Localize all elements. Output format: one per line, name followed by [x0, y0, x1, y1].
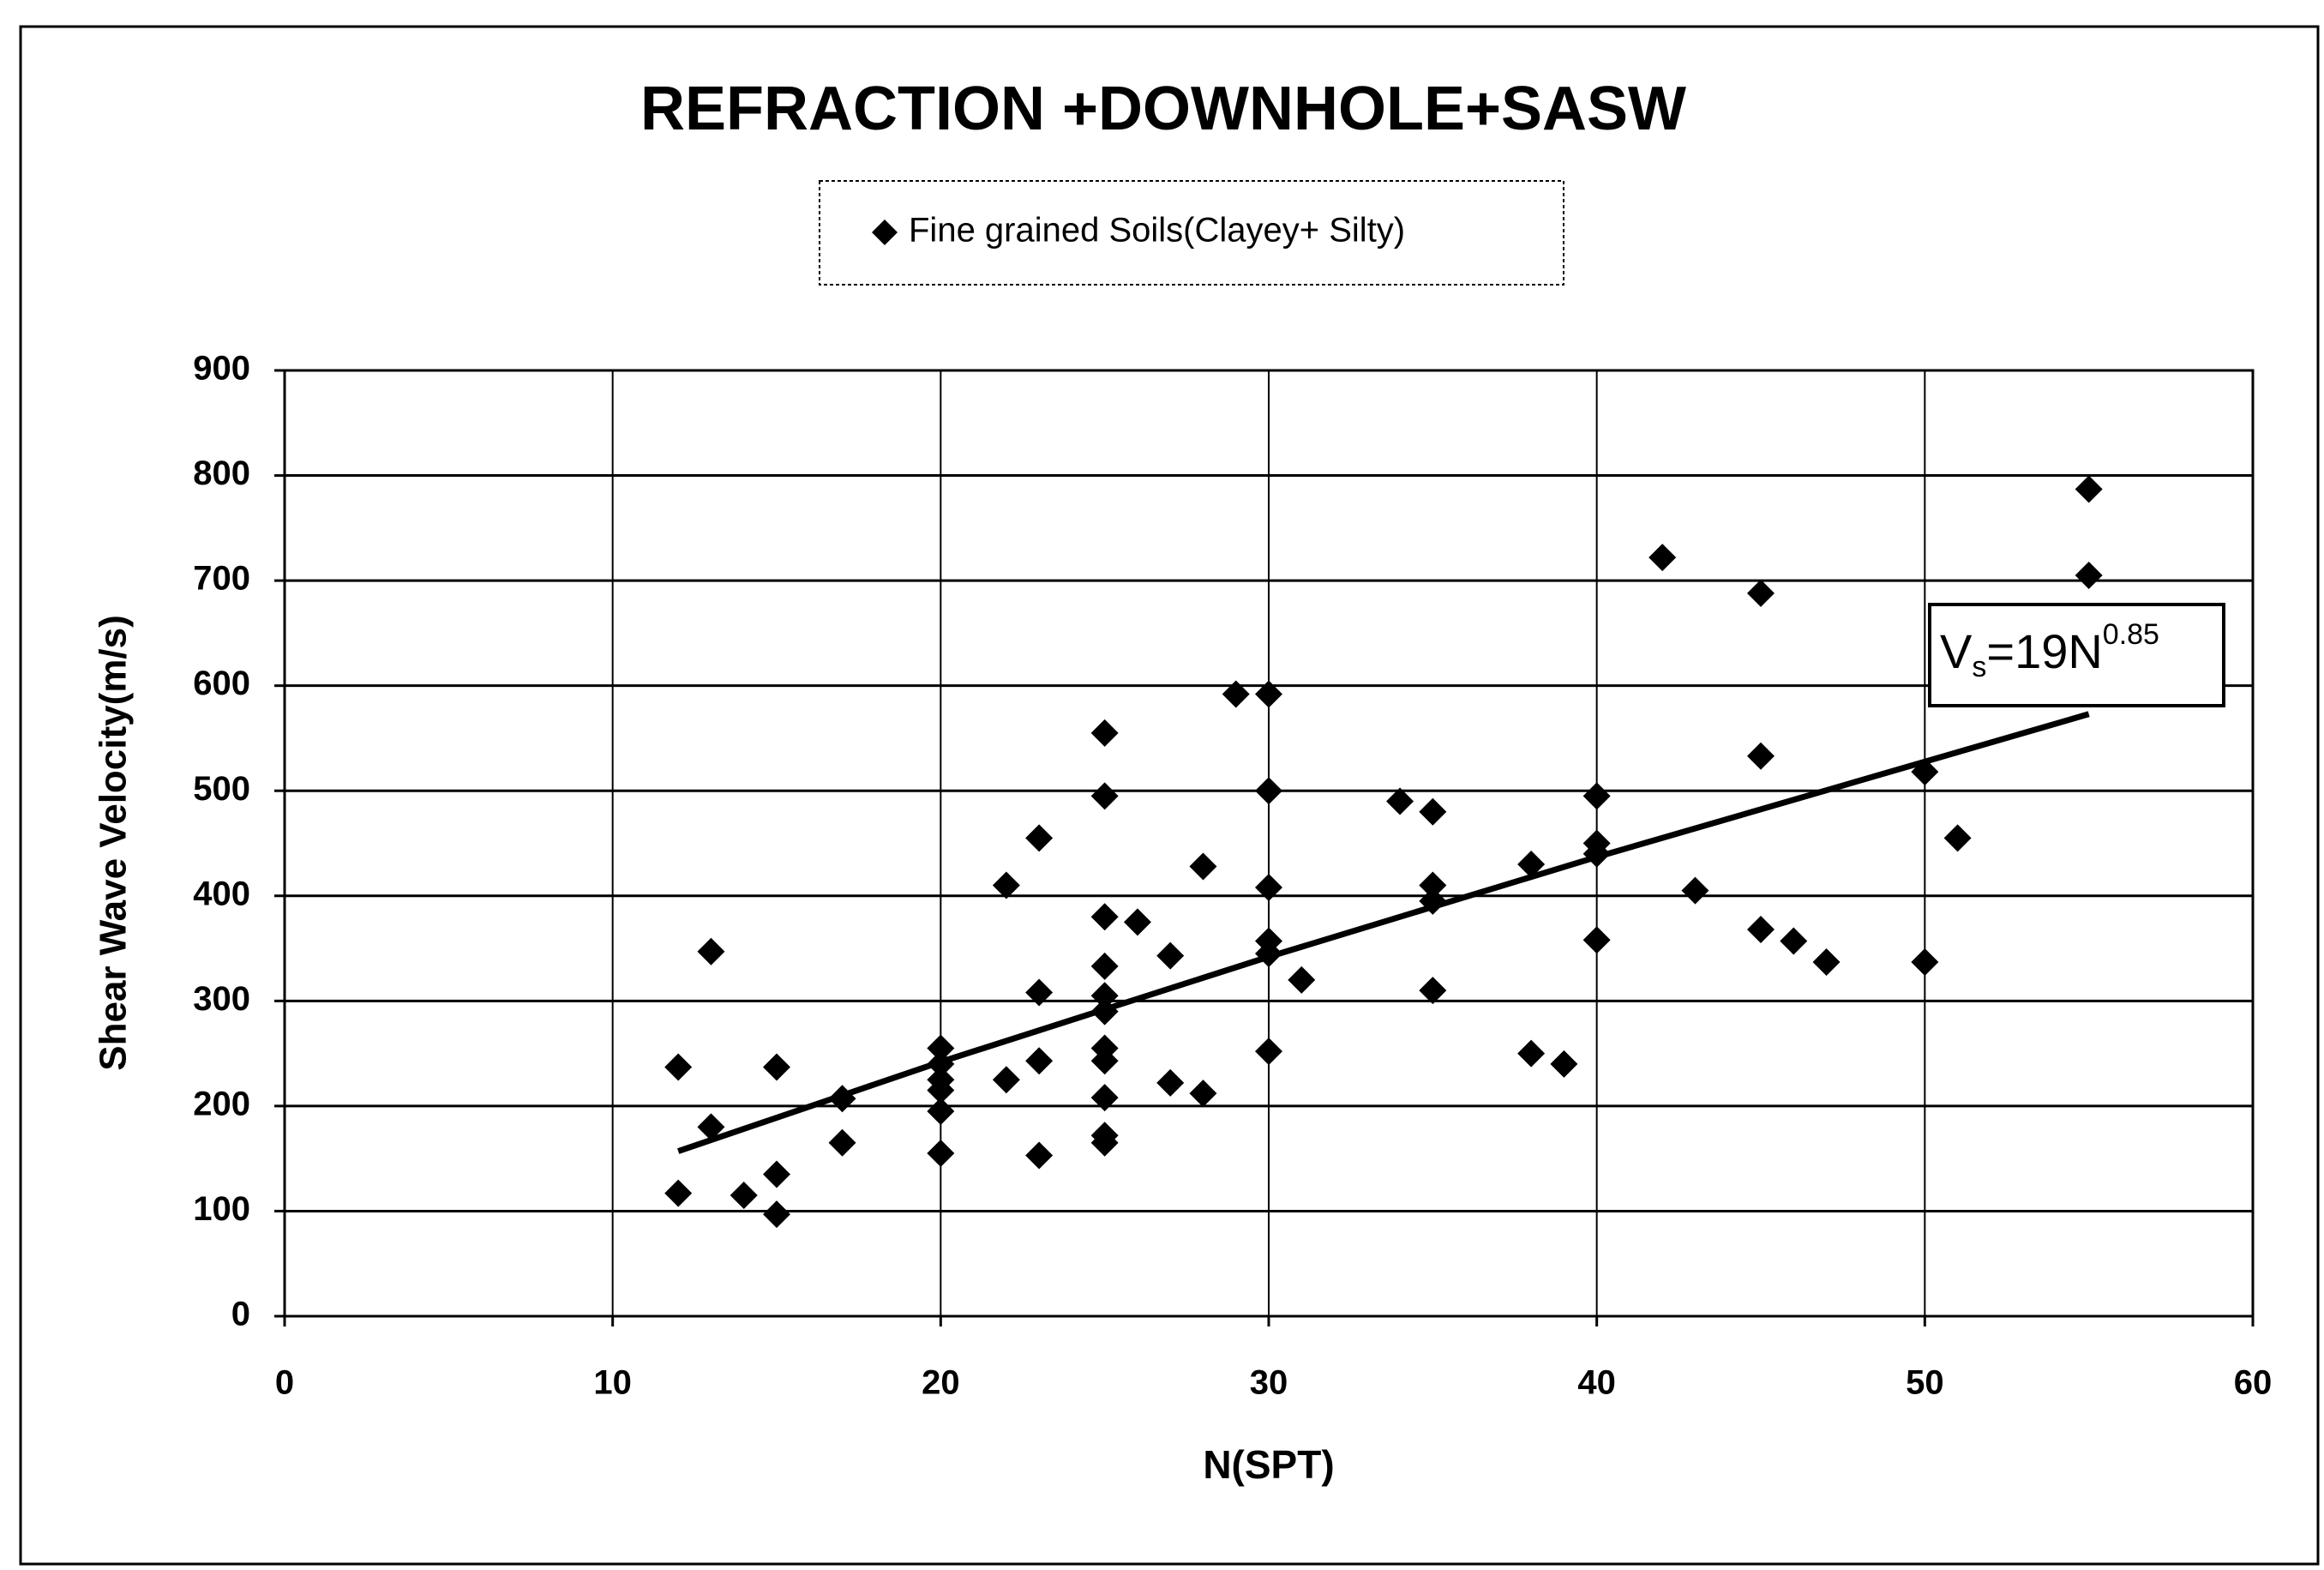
scatter-point	[1747, 742, 1775, 770]
scatter-point	[1025, 1141, 1054, 1170]
y-tick-label: 800	[193, 454, 250, 492]
scatter-point	[1255, 873, 1282, 901]
scatter-point	[1419, 977, 1447, 1005]
y-tick-label: 300	[193, 980, 250, 1018]
x-tick-label: 40	[1577, 1364, 1616, 1402]
scatter-point	[1911, 758, 1939, 786]
scatter-point	[1090, 719, 1119, 747]
scatter-point	[1123, 908, 1151, 936]
y-tick-label: 500	[193, 770, 250, 808]
annotation: Vs=19N0.85	[1940, 618, 2159, 683]
y-tick-label: 0	[231, 1296, 250, 1333]
scatter-point	[1090, 952, 1119, 980]
scatter-point	[828, 1085, 856, 1113]
scatter-point	[1090, 1084, 1119, 1112]
x-tick-label: 20	[922, 1364, 960, 1402]
scatter-point	[1189, 852, 1217, 881]
scatter-point	[1419, 887, 1447, 915]
scatter-point	[1582, 926, 1611, 954]
scatter-point	[1255, 680, 1282, 708]
scatter-point	[2075, 561, 2103, 589]
scatter-point	[1255, 1038, 1282, 1066]
scatter-point	[1517, 851, 1546, 879]
chart-title: REFRACTION +DOWNHOLE+SASW	[640, 75, 1686, 143]
scatter-point	[1090, 782, 1119, 810]
scatter-point	[1582, 782, 1611, 810]
annotation-box	[1928, 603, 2225, 707]
legend-marker	[872, 220, 898, 245]
scatter-point	[1550, 1050, 1578, 1078]
x-axis-label: N(SPT)	[1203, 1442, 1334, 1487]
scatter-point	[1386, 787, 1414, 815]
scatter-point	[1255, 777, 1282, 805]
scatter-point	[1189, 1080, 1217, 1108]
scatter-point	[1517, 1039, 1546, 1068]
scatter-point	[1747, 915, 1775, 943]
scatter-point	[1156, 941, 1185, 970]
scatter-point	[763, 1053, 790, 1081]
y-tick-label: 700	[193, 560, 250, 598]
scatter-point	[697, 937, 725, 965]
y-tick-label: 600	[193, 665, 250, 702]
scatter-point	[2075, 475, 2103, 503]
scatter-point	[828, 1128, 856, 1157]
x-tick-label: 0	[275, 1364, 294, 1402]
scatter-point	[763, 1160, 790, 1188]
scatter-point	[1419, 797, 1447, 826]
scatter-point	[1090, 1128, 1119, 1157]
y-tick-label: 900	[193, 350, 250, 388]
y-tick-label: 400	[193, 875, 250, 912]
scatter-point	[1419, 871, 1447, 899]
x-tick-label: 10	[593, 1364, 632, 1402]
scatter-point	[927, 1034, 955, 1062]
y-axis-label: Shear Wave Velocity(m/s)	[93, 615, 135, 1070]
scatter-point	[664, 1053, 693, 1081]
scatter-point	[1222, 680, 1250, 708]
scatter-point	[1943, 824, 1972, 852]
annotation-part: V	[1940, 624, 1973, 678]
scatter-point	[992, 871, 1020, 899]
y-tick-label: 100	[193, 1190, 250, 1228]
scatter-point	[927, 1140, 955, 1168]
scatter-point	[992, 1066, 1020, 1094]
annotation-part: =19N	[1986, 624, 2102, 678]
scatter-point	[1747, 579, 1775, 607]
scatter-point	[1812, 947, 1841, 976]
scatter-point	[1090, 982, 1119, 1010]
scatter-point	[1911, 947, 1939, 976]
x-tick-label: 60	[2234, 1364, 2273, 1402]
scatter-point	[730, 1182, 758, 1210]
scatter-point	[927, 1050, 955, 1078]
scatter-point	[1156, 1068, 1185, 1097]
scatter-point	[763, 1200, 790, 1229]
scatter-point	[1648, 544, 1677, 572]
x-tick-label: 50	[1906, 1364, 1944, 1402]
scatter-point	[1288, 965, 1316, 994]
scatter-point	[1025, 1047, 1054, 1075]
scatter-point	[927, 1098, 955, 1126]
annotation-part: 0.85	[2103, 618, 2159, 651]
scatter-point	[1255, 940, 1282, 968]
scatter-point	[1090, 997, 1119, 1026]
scatter-point	[1025, 824, 1054, 852]
scatter-point	[927, 1076, 955, 1104]
y-tick-label: 200	[193, 1085, 250, 1122]
scatter-point	[1681, 876, 1709, 905]
legend-label: Fine grained Soils(Clayey+ Silty)	[909, 212, 1405, 250]
annotation-part: s	[1972, 651, 1986, 683]
scatter-point	[1090, 903, 1119, 931]
x-tick-label: 30	[1250, 1364, 1288, 1402]
scatter-point	[664, 1179, 693, 1207]
scatter-point	[1090, 1047, 1119, 1075]
scatter-point	[1025, 978, 1054, 1007]
legend-box	[819, 180, 1564, 286]
scatter-point	[1780, 927, 1808, 955]
scatter-point	[697, 1113, 725, 1141]
scatter-point	[1582, 839, 1611, 868]
